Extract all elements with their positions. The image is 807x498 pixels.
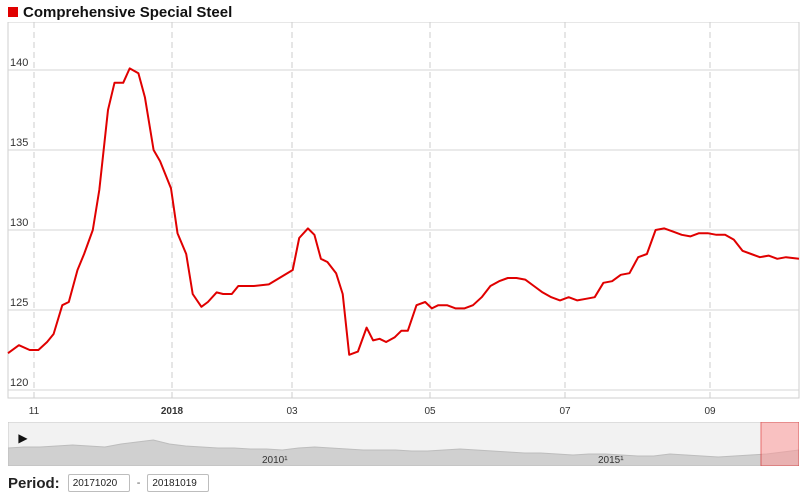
navigator-history-area xyxy=(8,439,799,466)
x-tick-label: 09 xyxy=(704,406,716,417)
period-selector: Period: - xyxy=(8,474,210,492)
navigator-year-label: 2015¹ xyxy=(598,455,624,466)
navigator-selected-range[interactable] xyxy=(760,422,799,466)
plot-area xyxy=(7,22,800,399)
main-chart[interactable]: 120 125 130 135 140 11 2018 03 05 07 09 xyxy=(0,22,807,420)
y-tick-label: 125 xyxy=(10,297,28,309)
y-tick-label: 140 xyxy=(10,57,28,69)
chart-title: Comprehensive Special Steel xyxy=(8,3,232,21)
navigator-chart[interactable]: 2010¹ 2015¹ xyxy=(8,422,799,466)
x-tick-label: 03 xyxy=(286,406,298,417)
series-line xyxy=(7,67,800,356)
play-button[interactable]: ▶ xyxy=(8,422,38,454)
period-end-input[interactable] xyxy=(147,474,210,492)
x-tick-label: 05 xyxy=(424,406,436,417)
y-tick-label: 120 xyxy=(10,377,28,389)
navigator-year-label: 2010¹ xyxy=(262,455,288,466)
play-icon: ▶ xyxy=(18,431,28,445)
x-tick-label: 11 xyxy=(29,406,40,417)
period-start-input[interactable] xyxy=(67,474,130,492)
period-separator: - xyxy=(136,477,141,489)
title-text: Comprehensive Special Steel xyxy=(23,3,233,21)
x-tick-label: 07 xyxy=(559,406,571,417)
y-tick-label: 130 xyxy=(10,217,28,229)
x-tick-label: 2018 xyxy=(161,406,184,417)
title-color-marker xyxy=(8,7,18,17)
period-label: Period: xyxy=(8,474,60,492)
y-tick-label: 135 xyxy=(10,137,28,149)
